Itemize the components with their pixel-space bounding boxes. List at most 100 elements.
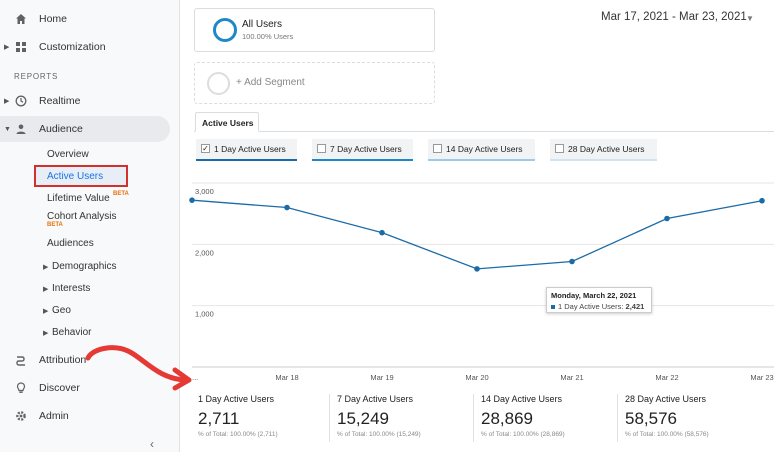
x-tick-label: Mar 22 <box>655 373 678 382</box>
y-tick-label: 1,000 <box>195 310 214 319</box>
toggle-label: 28 Day Active Users <box>568 144 645 154</box>
series-color-bar <box>428 159 535 161</box>
total-7-day: 7 Day Active Users 15,249 % of Total: 10… <box>337 388 482 448</box>
home-icon <box>14 12 28 26</box>
total-divider <box>617 394 618 442</box>
nav-geo[interactable]: Geo <box>52 305 71 316</box>
person-icon <box>14 122 28 136</box>
caret-right-icon: ▶ <box>43 264 49 271</box>
nav-attribution-label: Attribution <box>39 354 87 366</box>
beta-badge: BETA <box>113 191 129 197</box>
caret-right-icon: ▶ <box>43 330 49 337</box>
nav-lifetime-value-label: Lifetime Value <box>47 193 110 204</box>
total-1-day: 1 Day Active Users 2,711 % of Total: 100… <box>198 388 343 448</box>
x-tick-label: Mar 23 <box>750 373 773 382</box>
checkbox[interactable] <box>555 144 564 153</box>
nav-realtime[interactable]: ▶ Realtime <box>0 88 180 114</box>
segment-all-users[interactable]: All Users 100.00% Users <box>194 8 435 52</box>
data-point <box>284 204 290 211</box>
caret-down-icon: ▼ <box>4 125 11 133</box>
series-color-bar <box>196 159 297 161</box>
total-value: 2,711 <box>198 409 240 428</box>
nav-cohort-analysis[interactable]: Cohort Analysis <box>47 211 117 222</box>
nav-audience-label: Audience <box>39 123 83 135</box>
beta-badge: BETA <box>47 222 63 228</box>
x-tick-label: Mar 21 <box>560 373 583 382</box>
nav-home[interactable]: Home <box>0 6 180 32</box>
date-range-picker[interactable]: Mar 17, 2021 - Mar 23, 2021 <box>601 11 747 23</box>
x-tick-label: ... <box>192 373 198 382</box>
nav-customization-label: Customization <box>39 41 106 53</box>
toggle-28-day[interactable]: 28 Day Active Users <box>550 139 657 161</box>
checkbox[interactable] <box>433 144 442 153</box>
tab-active-users[interactable]: Active Users <box>195 112 259 132</box>
chart-tooltip: Monday, March 22, 2021 1 Day Active User… <box>546 287 652 313</box>
annotation-arrow-icon <box>85 345 192 391</box>
line-chart: 3,000 2,000 1,000... Mar 18 Mar 19 Mar 20 Mar … <box>189 182 774 382</box>
series-color-bar <box>550 159 657 161</box>
segment-circle-icon <box>213 18 237 42</box>
checkbox[interactable] <box>317 144 326 153</box>
caret-right-icon: ▶ <box>43 286 49 293</box>
segment-name: All Users <box>242 19 283 30</box>
checkbox-checked[interactable]: ✓ <box>201 144 210 153</box>
total-label: 7 Day Active Users <box>337 394 414 404</box>
empty-segment-circle-icon <box>207 72 230 95</box>
nav-realtime-label: Realtime <box>39 95 81 107</box>
caret-right-icon: ▶ <box>4 44 10 51</box>
tab-divider <box>194 131 774 132</box>
nav-overview[interactable]: Overview <box>47 149 89 160</box>
nav-audience[interactable]: ▼ Audience <box>0 116 170 142</box>
nav-lifetime-value[interactable]: Lifetime Value <box>47 193 110 204</box>
attribution-icon <box>14 353 28 367</box>
caret-right-icon: ▶ <box>43 308 49 315</box>
collapse-sidebar-button[interactable]: ‹ <box>150 437 154 451</box>
nav-admin[interactable]: Admin <box>0 403 180 429</box>
clock-icon <box>14 94 28 108</box>
nav-customization[interactable]: ▶ Customization <box>0 34 180 60</box>
nav-interests[interactable]: Interests <box>52 283 91 294</box>
data-point <box>379 229 385 236</box>
total-label: 28 Day Active Users <box>625 394 707 404</box>
nav-discover[interactable]: Discover <box>0 375 180 401</box>
total-percent: % of Total: 100.00% (2,711) <box>198 431 278 438</box>
active-users-chart: 3,000 2,000 1,000... Mar 18 Mar 19 Mar 20 Mar … <box>180 170 775 385</box>
tooltip-label: 1 Day Active Users: <box>558 302 624 311</box>
toggle-label: 1 Day Active Users <box>214 144 286 154</box>
y-tick-label: 2,000 <box>195 248 214 257</box>
total-label: 1 Day Active Users <box>198 394 275 404</box>
tooltip-date: Monday, March 22, 2021 <box>551 291 637 300</box>
nav-active-users[interactable]: Active Users <box>34 165 128 187</box>
total-14-day: 14 Day Active Users 28,869 % of Total: 1… <box>481 388 626 448</box>
nav-home-label: Home <box>39 13 68 25</box>
toggle-1-day[interactable]: ✓ 1 Day Active Users <box>196 139 297 161</box>
nav-attribution[interactable]: Attribution <box>0 347 180 373</box>
total-divider <box>329 394 330 442</box>
total-value: 15,249 <box>337 409 389 428</box>
add-segment-button[interactable]: + Add Segment <box>194 62 435 104</box>
totals-row: 1 Day Active Users 2,711 % of Total: 100… <box>180 388 775 452</box>
gear-icon <box>14 409 28 423</box>
total-percent: % of Total: 100.00% (15,249) <box>337 431 421 438</box>
tab-active-users-label: Active Users <box>202 118 254 128</box>
toggle-7-day[interactable]: 7 Day Active Users <box>312 139 413 161</box>
nav-discover-label: Discover <box>39 382 80 394</box>
series-dot-icon <box>551 305 555 310</box>
nav-audiences[interactable]: Audiences <box>47 238 94 249</box>
nav-demographics[interactable]: Demographics <box>52 261 117 272</box>
x-tick-label: Mar 20 <box>465 373 488 382</box>
toggle-14-day[interactable]: 14 Day Active Users <box>428 139 535 161</box>
lightbulb-icon <box>14 381 28 395</box>
nav-behavior[interactable]: Behavior <box>52 327 92 338</box>
dashboard-icon <box>14 40 28 54</box>
data-point <box>569 258 575 265</box>
chevron-down-icon[interactable]: ▼ <box>746 14 754 23</box>
nav-admin-label: Admin <box>39 410 69 422</box>
caret-right-icon: ▶ <box>4 98 10 105</box>
x-tick-label: Mar 19 <box>370 373 393 382</box>
data-point <box>474 266 480 272</box>
add-segment-label: + Add Segment <box>236 77 305 88</box>
total-percent: % of Total: 100.00% (58,576) <box>625 431 709 438</box>
total-value: 58,576 <box>625 409 677 428</box>
